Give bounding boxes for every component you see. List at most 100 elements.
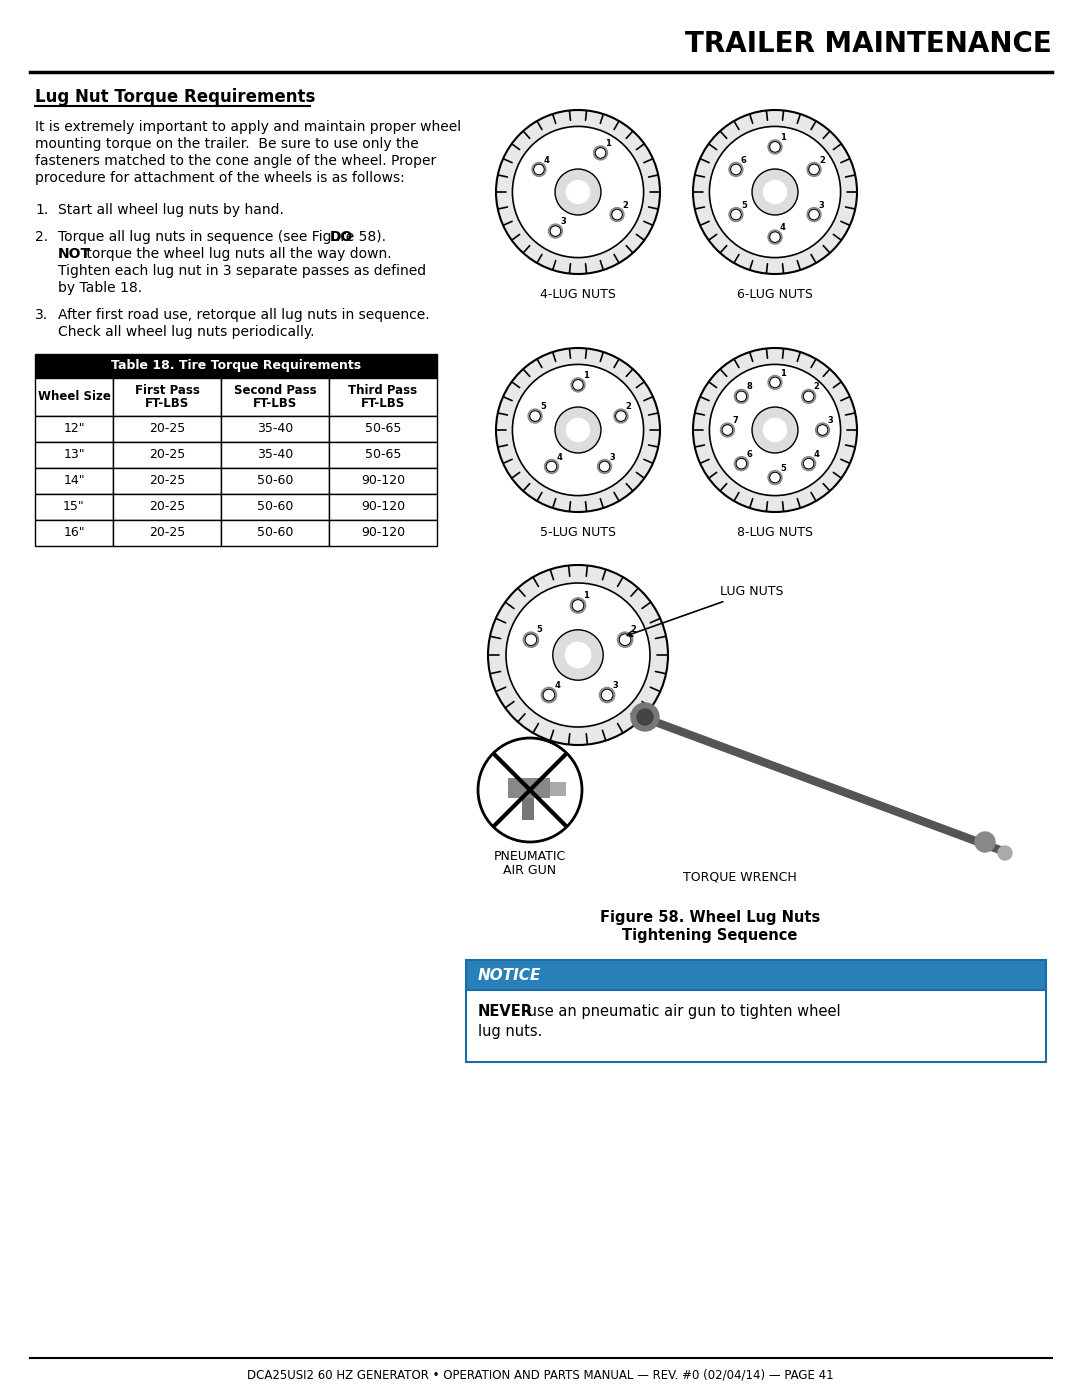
Text: 4: 4 bbox=[556, 453, 563, 461]
Text: 1: 1 bbox=[583, 591, 590, 601]
Circle shape bbox=[730, 163, 741, 175]
Text: 3: 3 bbox=[561, 217, 566, 226]
Bar bbox=[35, 468, 113, 495]
Circle shape bbox=[572, 599, 584, 612]
Text: Table 18. Tire Torque Requirements: Table 18. Tire Torque Requirements bbox=[111, 359, 361, 373]
Circle shape bbox=[764, 419, 786, 441]
Text: fasteners matched to the cone angle of the wheel. Proper: fasteners matched to the cone angle of t… bbox=[35, 154, 436, 168]
Bar bbox=[35, 353, 437, 379]
Text: 15": 15" bbox=[63, 500, 85, 514]
Text: mounting torque on the trailer.  Be sure to use only the: mounting torque on the trailer. Be sure … bbox=[35, 137, 419, 151]
Circle shape bbox=[770, 141, 781, 152]
Circle shape bbox=[734, 457, 748, 471]
Circle shape bbox=[729, 162, 743, 176]
Text: 8-LUG NUTS: 8-LUG NUTS bbox=[737, 527, 813, 539]
Text: 3: 3 bbox=[612, 680, 618, 690]
Text: 50-65: 50-65 bbox=[365, 422, 401, 436]
Text: FT-LBS: FT-LBS bbox=[361, 397, 405, 409]
Circle shape bbox=[723, 425, 732, 436]
Text: by Table 18.: by Table 18. bbox=[58, 281, 143, 295]
Text: 20-25: 20-25 bbox=[149, 448, 185, 461]
Text: 7: 7 bbox=[732, 416, 738, 425]
Text: 1: 1 bbox=[583, 372, 589, 380]
Bar bbox=[35, 441, 113, 468]
Bar bbox=[329, 416, 437, 441]
Bar bbox=[113, 468, 221, 495]
Text: 90-120: 90-120 bbox=[361, 500, 405, 514]
Circle shape bbox=[496, 348, 660, 511]
Circle shape bbox=[637, 710, 653, 725]
Circle shape bbox=[815, 423, 829, 437]
Circle shape bbox=[566, 643, 591, 668]
Circle shape bbox=[553, 630, 604, 680]
Text: Figure 58. Wheel Lug Nuts: Figure 58. Wheel Lug Nuts bbox=[599, 909, 820, 925]
Circle shape bbox=[597, 460, 611, 474]
Text: 50-60: 50-60 bbox=[257, 500, 293, 514]
Text: 5: 5 bbox=[741, 201, 746, 210]
Text: 14": 14" bbox=[64, 475, 85, 488]
Bar bbox=[508, 778, 550, 798]
Text: First Pass: First Pass bbox=[135, 384, 200, 397]
Circle shape bbox=[737, 391, 746, 402]
Bar bbox=[113, 520, 221, 546]
Circle shape bbox=[770, 472, 781, 483]
Text: 20-25: 20-25 bbox=[149, 475, 185, 488]
Circle shape bbox=[619, 634, 631, 645]
Text: 2: 2 bbox=[622, 201, 627, 210]
Text: TORQUE WRENCH: TORQUE WRENCH bbox=[684, 870, 797, 883]
Circle shape bbox=[975, 833, 995, 852]
Circle shape bbox=[768, 376, 782, 390]
Circle shape bbox=[710, 365, 840, 496]
Circle shape bbox=[488, 564, 669, 745]
Circle shape bbox=[801, 390, 815, 404]
Circle shape bbox=[594, 145, 608, 159]
Text: TRAILER MAINTENANCE: TRAILER MAINTENANCE bbox=[685, 29, 1052, 59]
Circle shape bbox=[567, 180, 590, 204]
Bar bbox=[329, 520, 437, 546]
Text: After first road use, retorque all lug nuts in sequence.: After first road use, retorque all lug n… bbox=[58, 307, 430, 321]
Text: 5: 5 bbox=[540, 402, 545, 411]
Text: 1.: 1. bbox=[35, 203, 49, 217]
Text: Torque all lug nuts in sequence (see Figure 58).: Torque all lug nuts in sequence (see Fig… bbox=[58, 231, 390, 244]
Circle shape bbox=[512, 126, 644, 257]
Circle shape bbox=[555, 407, 600, 453]
Text: Tighten each lug nut in 3 separate passes as defined: Tighten each lug nut in 3 separate passe… bbox=[58, 264, 427, 278]
Bar bbox=[329, 441, 437, 468]
Text: NEVER: NEVER bbox=[478, 1004, 534, 1018]
Circle shape bbox=[544, 460, 558, 474]
Bar bbox=[522, 798, 534, 820]
Text: 50-65: 50-65 bbox=[365, 448, 401, 461]
Text: procedure for attachment of the wheels is as follows:: procedure for attachment of the wheels i… bbox=[35, 170, 405, 184]
Text: 20-25: 20-25 bbox=[149, 422, 185, 436]
Circle shape bbox=[809, 163, 820, 175]
Text: PNEUMATIC: PNEUMATIC bbox=[494, 849, 566, 863]
Text: Lug Nut Torque Requirements: Lug Nut Torque Requirements bbox=[35, 88, 315, 106]
Bar bbox=[113, 416, 221, 441]
Circle shape bbox=[496, 110, 660, 274]
Text: DO: DO bbox=[330, 231, 353, 244]
Text: 3.: 3. bbox=[35, 307, 49, 321]
Bar bbox=[221, 520, 329, 546]
Text: 2: 2 bbox=[813, 383, 820, 391]
Bar bbox=[113, 441, 221, 468]
Text: 4: 4 bbox=[780, 224, 786, 232]
Circle shape bbox=[729, 208, 743, 222]
Circle shape bbox=[710, 126, 840, 257]
Circle shape bbox=[611, 210, 622, 219]
Text: 6: 6 bbox=[741, 155, 746, 165]
Circle shape bbox=[801, 457, 815, 471]
Circle shape bbox=[572, 380, 583, 390]
Circle shape bbox=[599, 687, 615, 703]
Text: 35-40: 35-40 bbox=[257, 448, 293, 461]
Circle shape bbox=[543, 689, 555, 701]
Circle shape bbox=[804, 391, 814, 402]
Circle shape bbox=[752, 407, 798, 453]
Circle shape bbox=[770, 377, 781, 388]
Text: 35-40: 35-40 bbox=[257, 422, 293, 436]
Text: FT-LBS: FT-LBS bbox=[253, 397, 297, 409]
Circle shape bbox=[693, 110, 858, 274]
Text: 3: 3 bbox=[609, 453, 616, 461]
Text: 5: 5 bbox=[537, 626, 542, 634]
Bar bbox=[35, 416, 113, 441]
Circle shape bbox=[567, 419, 590, 441]
